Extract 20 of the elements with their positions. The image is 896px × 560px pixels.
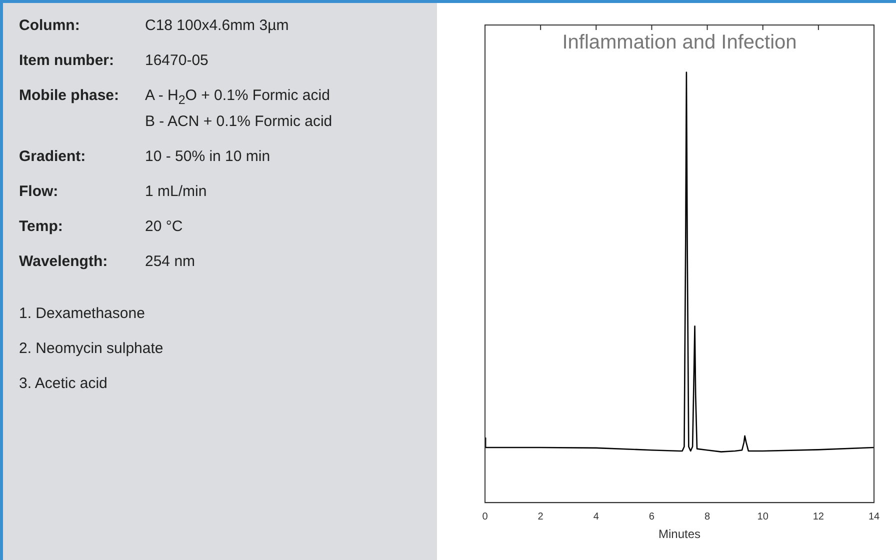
text: 1. Dexamethasone <box>19 304 146 324</box>
x-tick-label: 14 <box>868 511 880 522</box>
x-tick-label: 10 <box>757 511 769 522</box>
text: 2. Neomycin sulphate <box>19 339 164 359</box>
text: Wavelength: 254 nm <box>19 253 196 270</box>
x-tick-label: 6 <box>648 511 655 522</box>
text: Flow: 1 mL/min <box>19 183 207 200</box>
x-tick-label: 0 <box>482 511 488 522</box>
x-tick-label: 12 <box>812 511 824 522</box>
text: Column: C18 100x4.6mm 3µm <box>19 17 289 34</box>
text: Temp: 20 °C <box>19 218 183 235</box>
chart-title: Inflammation and Infection <box>562 32 797 54</box>
text: Mobile phase: A - H$_{2}$O + 0.1% Formic acid B - ACN + 0.1% Formic acid <box>19 87 332 130</box>
text: Item number: 16470-05 <box>19 52 208 69</box>
x-tick-label: 2 <box>538 511 544 522</box>
text: Gradient: 10 - 50% in 10 min <box>19 148 270 165</box>
x-tick-label: 4 <box>593 511 600 522</box>
x-tick-label: 8 <box>704 511 711 522</box>
text: 3. Acetic acid <box>19 374 108 394</box>
x-axis-title: Minutes <box>658 527 701 542</box>
